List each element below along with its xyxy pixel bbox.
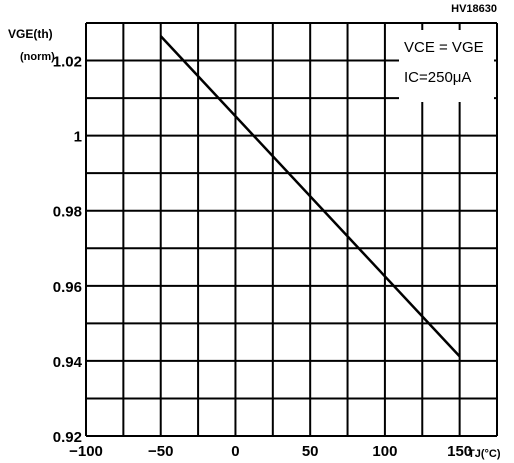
y-tick-label: 0.92 xyxy=(53,429,82,446)
annotation-box: VCE = VGE IC=250μA xyxy=(399,30,494,102)
x-tick-label: 100 xyxy=(372,443,397,460)
y-tick-label: 1 xyxy=(74,129,82,146)
series-layer xyxy=(159,35,461,358)
y-tick-label: 0.94 xyxy=(53,354,83,371)
y-tick-label: 1.02 xyxy=(53,54,82,71)
annotation-ic: IC=250μA xyxy=(404,69,471,86)
x-tick-label: −50 xyxy=(148,443,173,460)
x-tick-label: 50 xyxy=(302,443,319,460)
annotation-background xyxy=(399,30,494,102)
x-tick-label: −100 xyxy=(69,443,103,460)
y-axis-label-line2: (norm) xyxy=(20,51,55,63)
x-tick-label: 150 xyxy=(447,443,472,460)
y-tick-label: 0.96 xyxy=(53,279,82,296)
x-tick-label: 0 xyxy=(231,443,239,460)
series-line-0 xyxy=(159,35,461,358)
labels: HV18630 VGE(th) (norm) TJ(°C) −100 −50 0 50… xyxy=(8,3,501,460)
y-tick-label: 0.98 xyxy=(53,204,82,221)
part-number: HV18630 xyxy=(451,3,497,15)
annotation-vce: VCE = VGE xyxy=(404,39,484,56)
x-axis-label: TJ(°C) xyxy=(468,448,501,460)
y-axis-label-line1: VGE(th) xyxy=(8,27,53,41)
